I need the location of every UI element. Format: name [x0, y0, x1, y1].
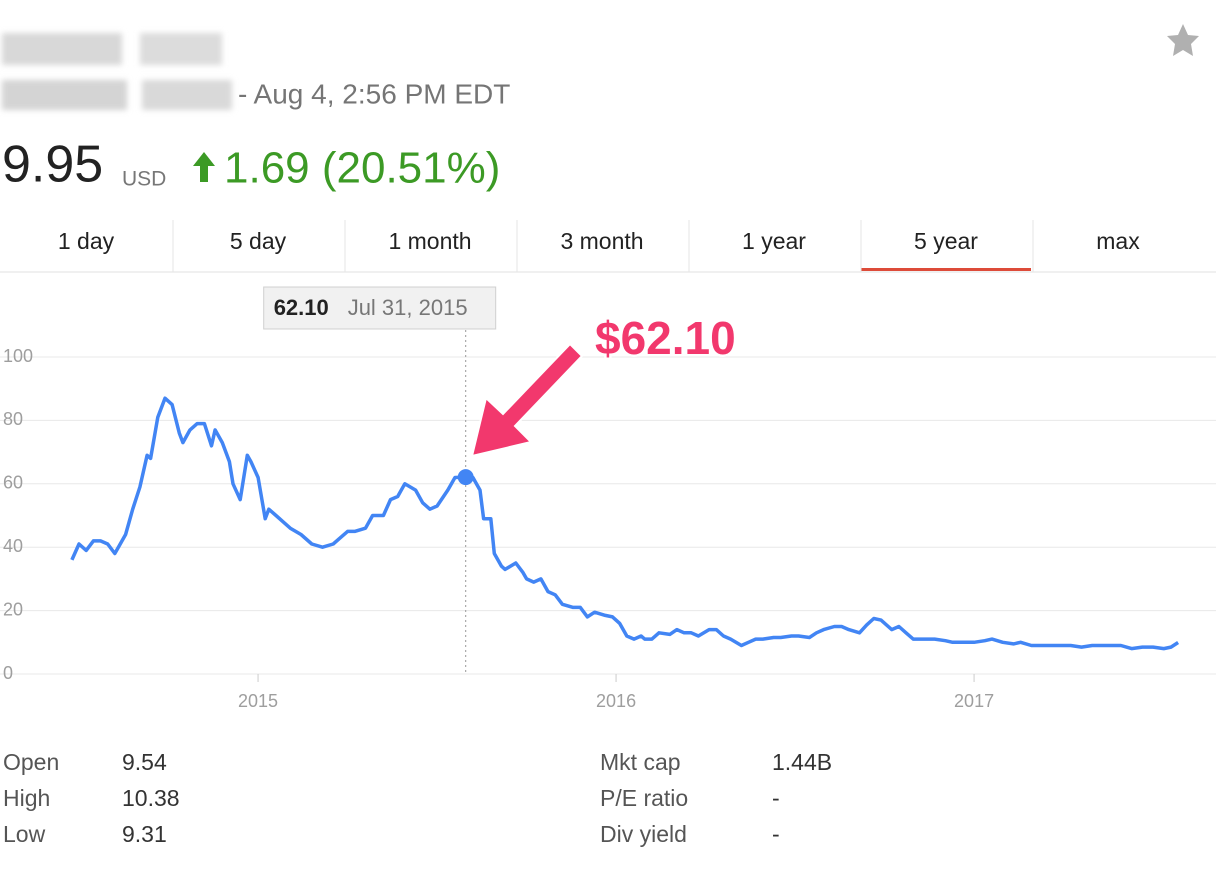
tab[interactable]: 1 day — [58, 228, 115, 254]
tab[interactable]: 1 year — [742, 228, 806, 254]
stat-label: Div yield — [600, 821, 687, 847]
stat-label: Low — [3, 821, 46, 847]
y-tick-label: 40 — [3, 536, 23, 556]
x-tick-label: 2015 — [238, 691, 278, 711]
currency: USD — [122, 168, 166, 191]
annotation-arrow — [470, 342, 584, 458]
tooltip-value: 62.10 — [274, 295, 329, 320]
tab[interactable]: 3 month — [560, 228, 643, 254]
stat-value: - — [772, 821, 780, 847]
tab[interactable]: 5 year — [914, 228, 978, 254]
tab[interactable]: 1 month — [388, 228, 471, 254]
x-tick-label: 2016 — [596, 691, 636, 711]
price-line — [70, 396, 1180, 651]
stat-value: 1.44B — [772, 749, 832, 775]
timestamp: - Aug 4, 2:56 PM EDT — [238, 78, 510, 109]
tab[interactable]: max — [1096, 228, 1140, 254]
price: 9.95 — [2, 136, 103, 194]
stat-label: Mkt cap — [600, 749, 681, 775]
stat-label: Open — [3, 749, 59, 775]
favorite-star[interactable] — [1167, 24, 1199, 56]
price-change: 1.69 (20.51%) — [224, 144, 500, 193]
y-tick-label: 100 — [3, 346, 33, 366]
blurred-name — [2, 33, 232, 110]
stat-label: High — [3, 785, 50, 811]
tab[interactable]: 5 day — [230, 228, 287, 254]
y-tick-label: 80 — [3, 409, 23, 429]
stat-value: 9.31 — [122, 821, 167, 847]
tooltip-date: Jul 31, 2015 — [348, 295, 468, 320]
stat-value: 9.54 — [122, 749, 167, 775]
up-arrow — [193, 152, 215, 182]
active-tab-underline — [861, 268, 1031, 271]
x-tick-label: 2017 — [954, 691, 994, 711]
stat-value: 10.38 — [122, 785, 180, 811]
stat-value: - — [772, 785, 780, 811]
y-tick-label: 0 — [3, 663, 13, 683]
hover-point — [457, 469, 474, 486]
stat-label: P/E ratio — [600, 785, 688, 811]
y-tick-label: 20 — [3, 599, 23, 619]
annotation: $62.10 — [595, 312, 736, 364]
y-tick-label: 60 — [3, 473, 23, 493]
tooltip-box — [263, 286, 497, 330]
